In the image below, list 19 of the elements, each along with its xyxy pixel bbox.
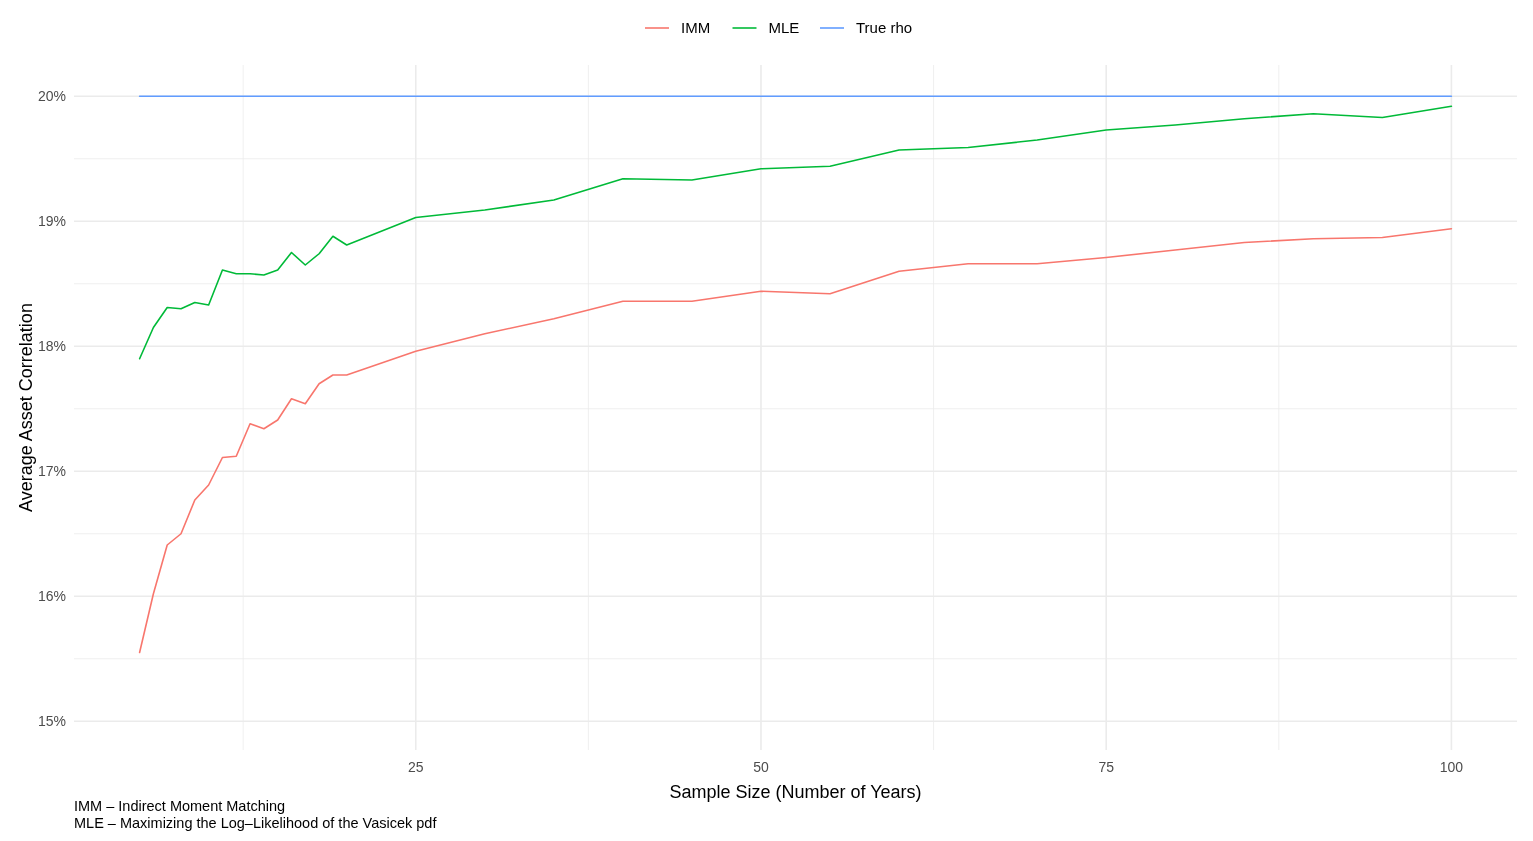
y-tick-label: 19%	[37, 213, 66, 230]
x-tick-label: 100	[1439, 759, 1464, 775]
y-tick-label: 20%	[37, 88, 66, 105]
line-series	[138, 105, 1453, 360]
legend-label: True rho	[856, 19, 913, 36]
text: MLE – Maximizing the Log–Likelihood of the Vasicek pdf	[74, 815, 438, 831]
y-tick-label: 17%	[37, 463, 66, 480]
y-axis-title: Average Asset Correlation	[16, 303, 36, 512]
y-tick-label: 16%	[37, 588, 66, 605]
legend-label: MLE	[768, 19, 800, 36]
x-tick-label: 75	[1098, 759, 1115, 775]
text: IMM – Indirect Moment Matching	[74, 798, 286, 814]
x-tick-label: 50	[753, 759, 769, 775]
x-tick-label: 25	[407, 759, 424, 775]
x-axis-title: Sample Size (Number of Years)	[669, 782, 922, 802]
line-series	[138, 227, 1453, 654]
y-tick-label: 18%	[37, 338, 66, 355]
legend-label: IMM	[681, 19, 711, 36]
y-tick-label: 15%	[37, 713, 66, 730]
